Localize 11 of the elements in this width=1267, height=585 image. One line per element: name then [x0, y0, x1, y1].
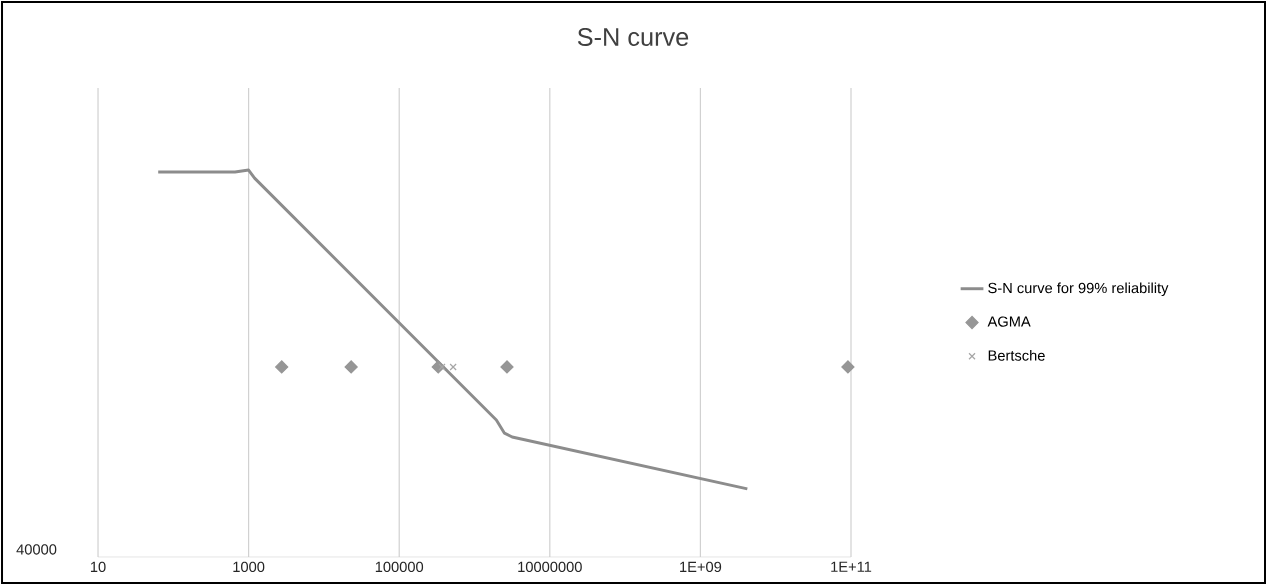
x-tick-label: 100000: [375, 561, 424, 573]
text: 40000: [16, 544, 57, 555]
x-tick-label: 1E+11: [831, 561, 872, 572]
legend-label: S-N curve for 99% reliability: [988, 282, 1169, 297]
x-tick-label: 10: [90, 561, 106, 573]
legend-label: AGMA: [987, 316, 1031, 327]
x-tick-label: 1E+09: [680, 561, 722, 573]
x-tick-label: 10000000: [518, 561, 582, 573]
legend-label: Bertsche: [988, 349, 1045, 361]
chart-title: S-N curve: [577, 28, 689, 46]
x-tick-label: 1000: [233, 561, 265, 573]
